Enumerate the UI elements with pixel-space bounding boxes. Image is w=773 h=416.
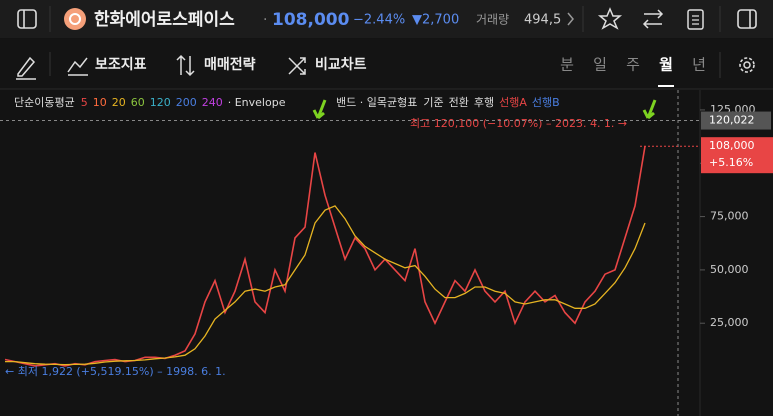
panel-icon[interactable] <box>737 9 757 29</box>
legend-item: 20 <box>112 96 126 109</box>
favorite-icon[interactable] <box>597 7 623 30</box>
swap-icon[interactable] <box>642 9 664 29</box>
last-price-tag <box>701 137 773 174</box>
legend-item: 240 <box>202 96 223 109</box>
y-tick-label: 75,000 <box>710 210 749 223</box>
sidebar-icon[interactable] <box>17 9 37 29</box>
stock-logo <box>64 8 86 30</box>
legend-item: · Envelope <box>228 96 286 109</box>
memo-icon[interactable] <box>687 9 704 30</box>
legend-item: 밴드 · 일목균형표 <box>336 95 417 109</box>
change: ▼2,700 <box>412 13 459 28</box>
settings-icon[interactable] <box>739 57 755 73</box>
toolbar-item[interactable]: 매매전략 <box>204 56 256 73</box>
period-tab[interactable]: 주 <box>626 56 640 74</box>
legend-item: 60 <box>131 96 145 109</box>
period-tab[interactable]: 년 <box>692 56 706 74</box>
compare-icon <box>288 57 306 75</box>
price-line <box>5 205 646 366</box>
toolbar-item[interactable]: 보조지표 <box>95 57 147 73</box>
volume-label: 거래량 <box>476 13 509 27</box>
more-arrow[interactable] <box>567 12 574 26</box>
last-price-label: 108,000 <box>709 139 755 152</box>
top-bar <box>0 0 773 38</box>
y-tick-label: 25,000 <box>710 316 749 329</box>
legend-item: 200 <box>176 96 197 109</box>
legend-item: 10 <box>93 96 107 109</box>
memo-lines <box>692 15 699 25</box>
legend-item: 120 <box>150 96 171 109</box>
toolbar-item[interactable]: 비교차트 <box>315 57 367 73</box>
stock-logo-mark <box>69 13 81 25</box>
crosshair-tag <box>701 111 771 130</box>
dot: · <box>263 12 267 28</box>
crosshair-label: 120,022 <box>709 114 755 127</box>
low-annotation: ← 최저 1,922 (+5,519.15%) – 1998. 6. 1. <box>5 365 226 378</box>
legend-item: 후행 <box>474 96 494 109</box>
period-tab[interactable]: 월 <box>659 56 673 74</box>
period-tab[interactable]: 분 <box>560 56 574 74</box>
tool-bar <box>0 39 773 89</box>
volume: 494,5 <box>524 13 561 28</box>
stock-name[interactable]: 한화에어로스페이스 <box>94 10 235 30</box>
legend-item: 선행A <box>499 96 527 109</box>
high-annotation: 최고 120,100 (−10.07%) – 2023. 4. 1. → <box>410 117 627 130</box>
high-marker <box>312 99 327 120</box>
price-line <box>4 146 646 367</box>
legend-item: 전환 <box>449 96 469 109</box>
strategy-icon <box>176 54 195 77</box>
indicator-icon <box>67 57 88 76</box>
high-marker <box>642 99 657 120</box>
period-tab[interactable]: 일 <box>593 56 607 74</box>
draw-icon[interactable] <box>16 56 36 80</box>
y-tick-label: 50,000 <box>710 263 749 276</box>
legend-item: 5 <box>81 96 88 109</box>
legend-item: 단순이동평균 <box>14 96 75 109</box>
change-pct: −2.44% <box>353 13 405 28</box>
legend-item: 기준 <box>423 96 443 109</box>
settings-icon-core <box>743 61 751 69</box>
legend-item: 선행B <box>532 96 560 109</box>
last-price-change: +5.16% <box>709 156 753 169</box>
price: 108,000 <box>272 10 350 30</box>
